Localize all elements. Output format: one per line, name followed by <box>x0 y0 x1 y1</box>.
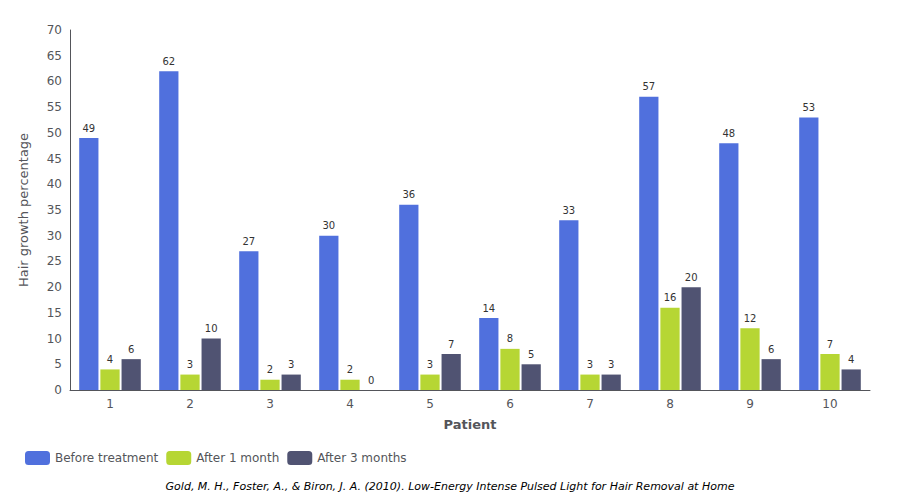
svg-text:30: 30 <box>47 229 62 243</box>
svg-text:27: 27 <box>242 236 255 247</box>
svg-text:5: 5 <box>528 349 534 360</box>
svg-text:2: 2 <box>267 364 273 375</box>
svg-text:6: 6 <box>768 344 774 355</box>
svg-text:33: 33 <box>562 205 575 216</box>
svg-text:After 1 month: After 1 month <box>196 451 279 465</box>
svg-text:7: 7 <box>827 339 833 350</box>
svg-text:7: 7 <box>448 339 454 350</box>
svg-text:55: 55 <box>47 100 62 114</box>
svg-text:70: 70 <box>47 23 62 37</box>
svg-text:53: 53 <box>802 102 815 113</box>
svg-text:20: 20 <box>47 280 62 294</box>
svg-text:35: 35 <box>47 203 62 217</box>
svg-text:10: 10 <box>205 323 218 334</box>
svg-text:8: 8 <box>666 397 674 411</box>
svg-text:16: 16 <box>664 292 677 303</box>
svg-text:Gold, M. H., Foster, A., & Bir: Gold, M. H., Foster, A., & Biron, J. A. … <box>166 480 735 493</box>
svg-text:15: 15 <box>47 306 62 320</box>
svg-text:62: 62 <box>162 56 175 67</box>
svg-text:1: 1 <box>106 397 114 411</box>
svg-text:Patient: Patient <box>444 417 497 432</box>
svg-text:0: 0 <box>54 383 62 397</box>
svg-text:14: 14 <box>482 303 495 314</box>
svg-text:4: 4 <box>107 354 113 365</box>
svg-text:48: 48 <box>722 128 735 139</box>
svg-text:3: 3 <box>288 359 294 370</box>
svg-text:3: 3 <box>187 359 193 370</box>
svg-text:3: 3 <box>587 359 593 370</box>
svg-text:2: 2 <box>186 397 194 411</box>
svg-text:5: 5 <box>426 397 434 411</box>
svg-text:45: 45 <box>47 152 62 166</box>
svg-text:65: 65 <box>47 49 62 63</box>
svg-text:7: 7 <box>586 397 594 411</box>
svg-text:3: 3 <box>266 397 274 411</box>
svg-text:40: 40 <box>47 177 62 191</box>
svg-text:0: 0 <box>368 375 374 386</box>
svg-text:Hair growth percentage: Hair growth percentage <box>16 133 31 287</box>
svg-text:57: 57 <box>642 81 655 92</box>
svg-text:10: 10 <box>822 397 837 411</box>
svg-text:60: 60 <box>47 74 62 88</box>
svg-text:12: 12 <box>744 313 757 324</box>
svg-text:9: 9 <box>746 397 754 411</box>
svg-text:6: 6 <box>506 397 514 411</box>
svg-text:4: 4 <box>346 397 354 411</box>
svg-text:4: 4 <box>848 354 854 365</box>
svg-text:25: 25 <box>47 254 62 268</box>
svg-text:5: 5 <box>54 357 62 371</box>
svg-text:Before treatment: Before treatment <box>55 451 159 465</box>
svg-text:After 3 months: After 3 months <box>317 451 406 465</box>
svg-text:36: 36 <box>402 189 415 200</box>
svg-text:3: 3 <box>427 359 433 370</box>
svg-text:49: 49 <box>82 123 95 134</box>
svg-text:50: 50 <box>47 126 62 140</box>
svg-text:30: 30 <box>322 220 335 231</box>
svg-text:10: 10 <box>47 332 62 346</box>
svg-text:6: 6 <box>128 344 134 355</box>
svg-text:8: 8 <box>507 333 513 344</box>
svg-text:2: 2 <box>347 364 353 375</box>
svg-text:3: 3 <box>608 359 614 370</box>
svg-text:20: 20 <box>685 272 698 283</box>
